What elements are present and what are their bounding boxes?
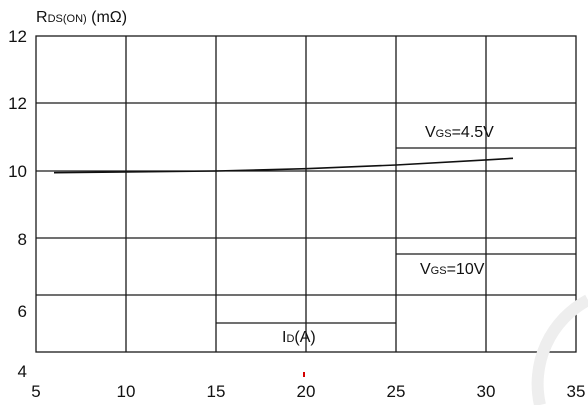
x-tick-labels: 5 10 15 20 25 30 35 (31, 382, 585, 401)
red-marker (303, 372, 305, 377)
watermark-arc (531, 294, 588, 405)
vgs-4-5v-label-value: =4.5V (452, 124, 495, 141)
x-axis-title-unit: (A) (294, 329, 315, 346)
x-tick-label: 35 (567, 382, 586, 401)
y-tick-label: 8 (18, 230, 27, 249)
y-tick-label: 10 (8, 162, 27, 181)
vgs-10v-label-sub: GS (431, 265, 447, 277)
x-axis-title-main: I (282, 329, 286, 346)
y-axis-title: RDS(ON) (mΩ) (36, 9, 127, 26)
x-axis-title-sub: D (286, 333, 294, 345)
series-vgs-4-5v-line (53, 157, 514, 174)
y-tick-label: 12 (8, 94, 27, 113)
vgs-10v-label-value: =10V (447, 261, 485, 278)
plot-frame (35, 35, 577, 353)
vgs-10v-label-main: V (420, 261, 431, 278)
x-tick-label: 25 (387, 382, 406, 401)
vgs-4-5v-label-main: V (425, 124, 436, 141)
x-tick-label: 20 (297, 382, 316, 401)
y-axis-title-unit: (mΩ) (87, 9, 127, 26)
y-axis-title-main: R (36, 9, 48, 26)
y-tick-labels: 12 12 10 8 6 4 (8, 27, 27, 381)
x-tick-label: 10 (117, 382, 136, 401)
x-axis-title: ID(A) (282, 329, 316, 346)
x-tick-label: 15 (207, 382, 226, 401)
vgs-4-5v-label: VGS=4.5V (425, 124, 494, 141)
x-tick-label: 30 (477, 382, 496, 401)
y-tick-label: 4 (18, 362, 27, 381)
vgs-10v-label: VGS=10V (420, 261, 485, 278)
x-tick-label: 5 (31, 382, 40, 401)
y-axis-title-sub: DS(ON) (48, 13, 87, 25)
vgs-4-5v-label-sub: GS (436, 128, 452, 140)
y-tick-label: 6 (18, 302, 27, 321)
grid-lines (36, 36, 576, 352)
y-tick-label: 12 (8, 27, 27, 46)
